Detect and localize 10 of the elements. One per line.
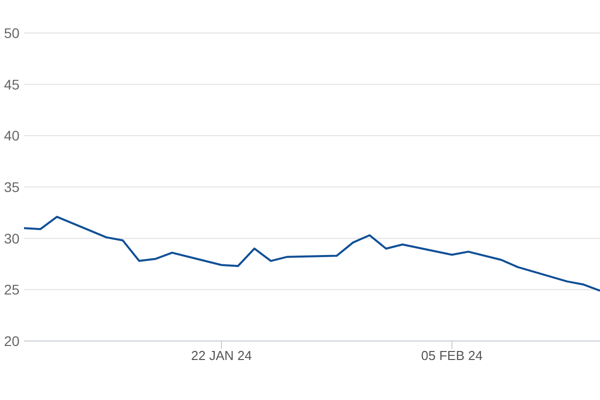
- x-tick-label: 05 FEB 24: [421, 348, 483, 364]
- y-tick-label: 30: [4, 230, 20, 246]
- y-tick-label: 20: [4, 333, 20, 349]
- x-tick-label: 22 JAN 24: [191, 348, 252, 364]
- y-tick-label: 40: [4, 128, 20, 144]
- y-tick-label: 35: [4, 179, 20, 195]
- y-tick-label: 25: [4, 282, 20, 298]
- line-series: [24, 216, 600, 292]
- y-tick-label: 45: [4, 76, 20, 92]
- y-tick-label: 50: [4, 25, 20, 41]
